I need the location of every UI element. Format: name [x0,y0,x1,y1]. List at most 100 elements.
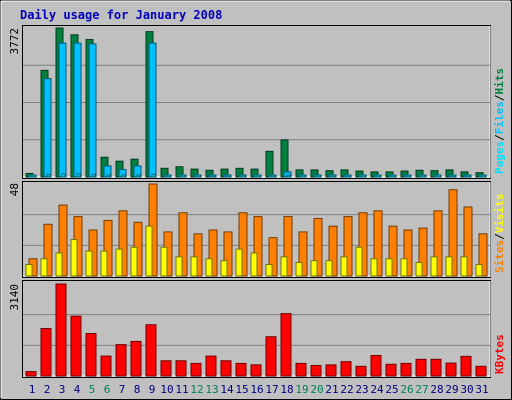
day-label-19: 19 [295,383,308,396]
bar-pages-day-15 [241,174,246,178]
bar-sites-day-3 [55,252,63,277]
bar-visits-day-11 [178,212,188,277]
bar-pages-day-27 [421,174,426,178]
bar-pages-day-19 [301,174,306,178]
bar-sites-day-9 [145,225,153,277]
bar-pages-day-6 [106,174,111,178]
day-label-1: 1 [29,383,36,396]
bar-sites-day-14 [220,260,228,277]
visits-legend: Sites/Visits [493,194,506,274]
bar-pages-day-7 [121,174,126,178]
bar-kbytes-day-26 [400,362,412,377]
bar-pages-day-3 [61,173,66,178]
bar-kbytes-day-9 [145,324,157,377]
kbytes-panel: 3140 KBytes [8,280,506,378]
bar-hits-day-17 [265,150,274,178]
bar-pages-day-26 [406,174,411,178]
legend-sep-1: / [493,134,506,141]
bar-kbytes-day-29 [445,362,457,377]
bar-sites-day-25 [385,258,393,277]
bar-sites-day-24 [370,258,378,277]
bar-kbytes-day-17 [265,336,277,377]
bar-kbytes-day-25 [385,363,397,377]
bar-sites-day-19 [295,262,303,277]
bar-kbytes-day-13 [205,355,217,377]
day-label-18: 18 [280,383,293,396]
bar-pages-day-25 [391,174,396,178]
bar-sites-day-29 [445,256,453,277]
legend-sep-2: / [493,94,506,101]
day-label-26: 26 [400,383,413,396]
bar-pages-day-30 [466,174,471,178]
bar-pages-day-4 [76,173,81,178]
bar-pages-day-2 [46,174,51,178]
kbytes-ymax-label: 3140 [8,284,21,311]
bar-visits-day-19 [298,231,308,277]
bar-sites-day-20 [310,260,318,277]
bar-kbytes-day-30 [460,355,472,377]
day-label-9: 9 [149,383,156,396]
bar-visits-day-25 [388,225,398,277]
bar-pages-day-1 [31,174,36,178]
legend-sep-3: / [493,233,506,240]
bar-visits-day-24 [373,210,383,277]
bar-visits-day-18 [283,216,293,277]
bar-kbytes-day-3 [55,283,67,377]
bar-pages-day-31 [481,174,486,178]
day-label-14: 14 [220,383,234,396]
bar-kbytes-day-31 [475,365,487,377]
day-label-24: 24 [370,383,384,396]
bar-visits-day-16 [253,216,263,277]
bar-kbytes-day-11 [175,360,187,377]
day-label-10: 10 [160,383,173,396]
day-label-5: 5 [89,383,96,396]
bar-pages-day-14 [226,174,231,178]
bar-visits-day-2 [43,223,53,277]
bar-sites-day-28 [430,256,438,277]
bar-sites-day-10 [160,246,168,277]
legend-kbytes: KBytes [493,334,506,374]
bar-sites-day-23 [355,246,363,277]
bar-kbytes-day-24 [370,354,382,377]
day-label-15: 15 [235,383,248,396]
bar-sites-day-17 [265,264,273,277]
bar-files-day-5 [88,43,97,178]
bar-sites-day-22 [340,256,348,277]
visits-bars [25,183,488,277]
visits-panel: 48 Sites/Visits [8,181,506,278]
day-label-11: 11 [175,383,188,396]
bar-kbytes-day-19 [295,362,307,377]
day-label-25: 25 [385,383,398,396]
bar-kbytes-day-18 [280,313,292,377]
bar-sites-day-16 [250,252,258,277]
day-label-13: 13 [205,383,218,396]
bar-kbytes-day-4 [70,315,82,377]
day-label-22: 22 [340,383,353,396]
bar-sites-day-6 [100,250,108,277]
bar-visits-day-23 [358,212,368,277]
bar-pages-day-29 [451,174,456,178]
legend-pages: Pages [493,141,506,174]
bar-files-day-3 [58,42,67,178]
hits-gridlines [23,64,490,141]
bar-visits-day-14 [223,231,233,277]
kbytes-bars [25,283,487,377]
bar-pages-day-9 [151,173,156,178]
bar-kbytes-day-1 [25,371,37,377]
bar-pages-day-22 [346,174,351,178]
bar-sites-day-5 [85,250,93,277]
bar-kbytes-day-20 [310,364,322,377]
legend-sites: Sites [493,240,506,273]
bar-kbytes-day-2 [40,328,52,377]
bar-sites-day-8 [130,246,138,277]
bar-kbytes-day-12 [190,362,202,377]
bar-visits-day-26 [403,229,413,277]
day-label-8: 8 [134,383,141,396]
bar-files-day-9 [148,42,157,178]
bar-visits-day-29 [448,189,458,277]
bar-sites-day-2 [40,258,48,277]
bar-visits-day-27 [418,227,428,277]
day-labels: 1 2 3 4 5 6 7 8 9 10 11 12 13 14 15 16 17 18 19 20 21 22 23 24 2… [29,383,489,396]
